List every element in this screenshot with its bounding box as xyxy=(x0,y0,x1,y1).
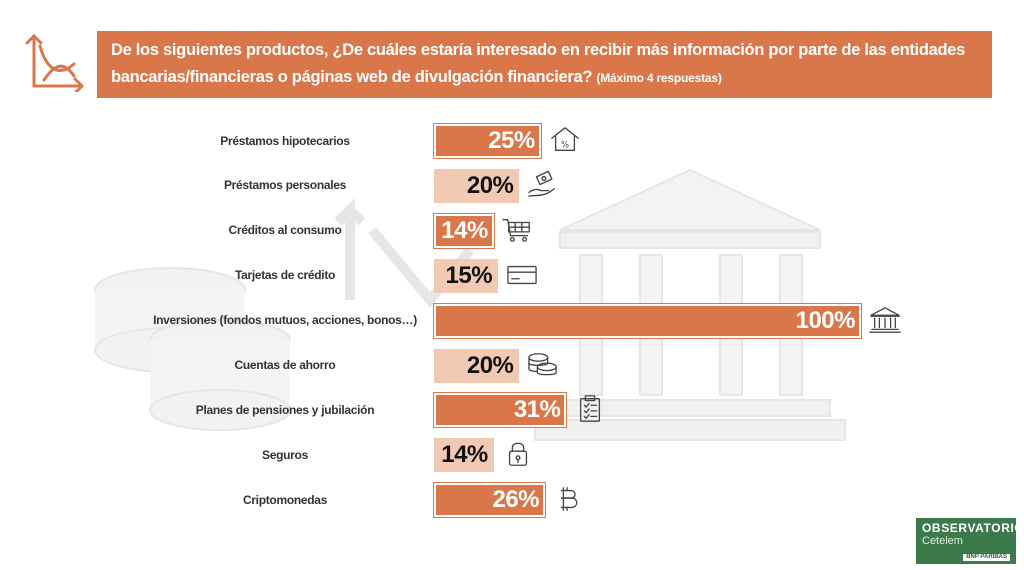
bar-value-label: 25% xyxy=(488,127,535,154)
chart-trend-icon xyxy=(25,34,84,92)
category-label: Planes de pensiones y jubilación xyxy=(195,402,375,417)
logo-line-3: BNP PARIBAS xyxy=(963,554,1010,561)
logo-line-2: Cetelem xyxy=(922,535,963,547)
bar-value-label: 31% xyxy=(513,396,561,424)
shopping-cart-icon xyxy=(502,218,530,242)
question-text: De los siguientes productos, ¿De cuáles … xyxy=(111,41,966,86)
category-label: Criptomonedas xyxy=(242,492,328,507)
hand-money-icon xyxy=(528,170,556,197)
category-label: Préstamos hipotecarios xyxy=(220,133,350,148)
clipboard-icon xyxy=(580,395,601,423)
observatorio-cetelem-logo: OBSERVATORIO Cetelem BNP PARIBAS xyxy=(916,518,1024,564)
bar-value-label: 100% xyxy=(795,306,856,334)
category-label: Créditos al consumo xyxy=(228,223,342,238)
bar xyxy=(434,124,541,158)
bar xyxy=(434,213,494,248)
bank-icon xyxy=(869,306,901,333)
svg-text:%: % xyxy=(561,140,569,150)
bar xyxy=(434,393,567,428)
question-note: (Máximo 4 respuestas) xyxy=(596,71,722,85)
credit-card-icon xyxy=(507,265,537,284)
padlock-icon xyxy=(508,442,527,467)
category-label: Cuentas de ahorro xyxy=(234,358,336,372)
bar xyxy=(434,258,499,293)
category-label: Seguros xyxy=(262,447,308,462)
bar-value-label: 14% xyxy=(441,216,488,244)
bar xyxy=(434,483,546,518)
bar-value-label: 26% xyxy=(492,486,540,514)
category-label: Préstamos personales xyxy=(223,178,347,193)
house-percent-icon: % xyxy=(550,127,579,151)
coins-icon xyxy=(528,352,558,375)
bar-value-label: 14% xyxy=(441,441,488,469)
question-header: De los siguientes productos, ¿De cuáles … xyxy=(97,31,992,98)
category-label: Tarjetas de crédito xyxy=(234,268,336,283)
bar-value-label: 20% xyxy=(466,171,514,199)
bar-value-label: 15% xyxy=(445,261,493,289)
logo-line-1: OBSERVATORIO xyxy=(922,521,1024,535)
category-label: Inversiones (fondos mutuos, acciones, bo… xyxy=(153,313,417,328)
bar xyxy=(434,348,520,383)
bitcoin-icon xyxy=(560,487,578,512)
bar xyxy=(434,438,494,473)
bar-value-label: 20% xyxy=(466,351,514,379)
bar xyxy=(434,303,861,338)
bar xyxy=(434,168,520,203)
